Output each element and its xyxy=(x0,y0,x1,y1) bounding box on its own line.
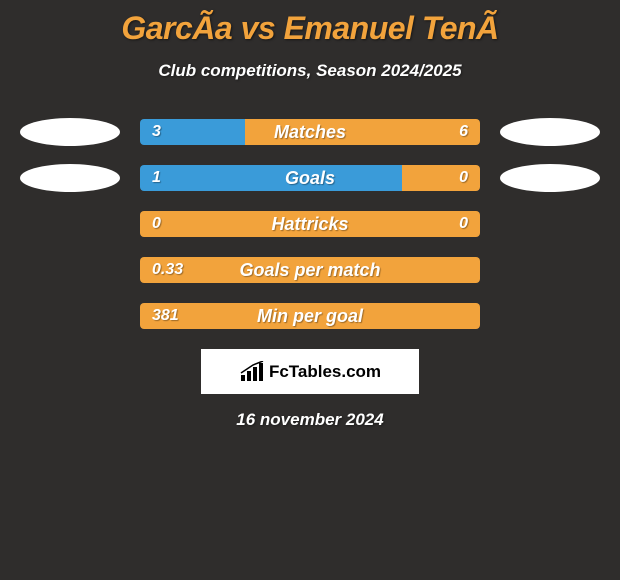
stat-row: 0.33Goals per match xyxy=(0,257,620,283)
comparison-infographic: GarcÃa vs Emanuel TenÃ Club competitions… xyxy=(0,0,620,580)
player-oval-right xyxy=(500,164,600,192)
stat-label: Goals per match xyxy=(140,257,480,283)
stat-row: 10Goals xyxy=(0,165,620,191)
stat-rows: 36Matches 10Goals 00Hattricks 0.33Goals per… xyxy=(0,119,620,329)
stat-row: 00Hattricks xyxy=(0,211,620,237)
stat-bar: 10Goals xyxy=(140,165,480,191)
player-oval-left xyxy=(20,118,120,146)
stat-label: Matches xyxy=(140,119,480,145)
stat-row: 381Min per goal xyxy=(0,303,620,329)
stat-bar: 36Matches xyxy=(140,119,480,145)
stat-bar: 0.33Goals per match xyxy=(140,257,480,283)
stat-row: 36Matches xyxy=(0,119,620,145)
chart-icon xyxy=(239,361,265,383)
spacer xyxy=(500,210,600,238)
stat-bar: 00Hattricks xyxy=(140,211,480,237)
spacer xyxy=(20,302,120,330)
spacer xyxy=(500,256,600,284)
stat-label: Goals xyxy=(140,165,480,191)
brand-badge: FcTables.com xyxy=(201,349,419,394)
subtitle: Club competitions, Season 2024/2025 xyxy=(0,61,620,81)
player-oval-right xyxy=(500,118,600,146)
brand-text: FcTables.com xyxy=(269,362,381,382)
spacer xyxy=(500,302,600,330)
stat-bar: 381Min per goal xyxy=(140,303,480,329)
spacer xyxy=(20,256,120,284)
date-label: 16 november 2024 xyxy=(0,410,620,430)
page-title: GarcÃa vs Emanuel TenÃ xyxy=(0,0,620,47)
stat-label: Min per goal xyxy=(140,303,480,329)
player-oval-left xyxy=(20,164,120,192)
stat-label: Hattricks xyxy=(140,211,480,237)
spacer xyxy=(20,210,120,238)
